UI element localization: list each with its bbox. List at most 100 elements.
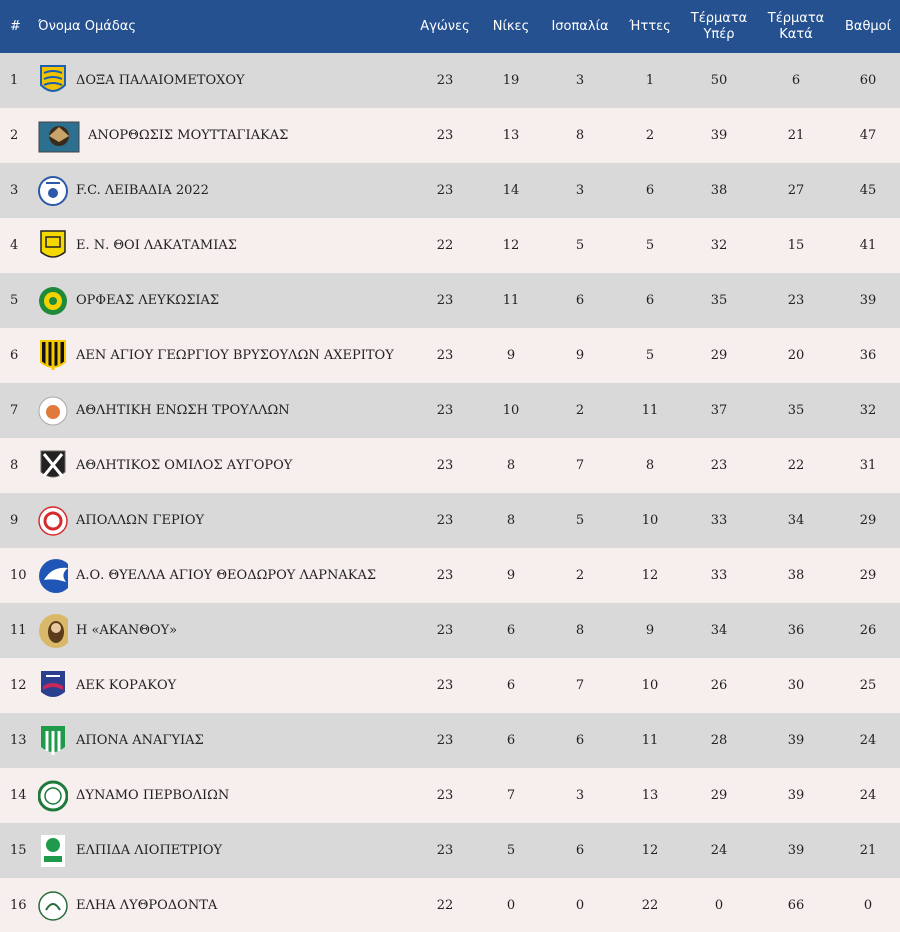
- goals-for-cell: 26: [710, 678, 728, 693]
- aek-korakou-crest-icon: [38, 668, 68, 704]
- team-name[interactable]: ΔΥΝΑΜΟ ΠΕΡΒΟΛΙΩΝ: [76, 788, 230, 803]
- team-cell: ΔΟΞΑ ΠΑΛΑΙΟΜΕΤΟΧΟΥ: [34, 53, 410, 108]
- team-name[interactable]: ΕΛΠΙΔΑ ΛΙΟΠΕΤΡΙΟΥ: [76, 843, 223, 858]
- table-row[interactable]: 6 ΑΕΝ ΑΓΙΟΥ ΓΕΩΡΓΙΟΥ ΒΡΥΣΟΥΛΩΝ ΑΧΕΡΙΤΟΥ 23…: [0, 328, 900, 383]
- draws-cell: 5: [575, 238, 585, 253]
- thoi-crest-icon: [38, 228, 68, 264]
- wins-cell: 6: [506, 733, 516, 748]
- goals-against-cell: 34: [787, 513, 805, 528]
- goals-for-cell: 23: [710, 458, 728, 473]
- wins-cell: 9: [506, 348, 516, 363]
- team-name[interactable]: Η «ΑΚΑΝΘΟΥ»: [76, 623, 178, 638]
- losses-cell: 2: [645, 128, 655, 143]
- header-team-name[interactable]: Όνομα Ομάδας: [38, 18, 136, 34]
- points-cell: 24: [859, 733, 877, 748]
- header-draws[interactable]: Ισοπαλία: [551, 18, 609, 34]
- team-cell: ΑΠΟΝΑ ΑΝΑΓΥΙΑΣ: [34, 713, 410, 768]
- team-name[interactable]: ΑΠΟΛΛΩΝ ΓΕΡΙΟΥ: [76, 513, 205, 528]
- goals-for-cell: 37: [710, 403, 728, 418]
- table-row[interactable]: 8 ΑΘΛΗΤΙΚΟΣ ΟΜΙΛΟΣ ΑΥΓΟΡΟΥ 23 8 7 8 23 22 31: [0, 438, 900, 493]
- header-played[interactable]: Αγώνες: [420, 18, 470, 34]
- team-name[interactable]: ΑΘΛΗΤΙΚΟΣ ΟΜΙΛΟΣ ΑΥΓΟΡΟΥ: [76, 458, 293, 473]
- goals-against-cell: 39: [787, 843, 805, 858]
- table-row[interactable]: 5 ΟΡΦΕΑΣ ΛΕΥΚΩΣΙΑΣ 23 11 6 6 35 23 39: [0, 273, 900, 328]
- goals-against-cell: 23: [787, 293, 805, 308]
- wins-cell: 13: [502, 128, 520, 143]
- table-row[interactable]: 13 ΑΠΟΝΑ ΑΝΑΓΥΙΑΣ 23 6 6 11 28 39 24: [0, 713, 900, 768]
- draws-cell: 7: [575, 678, 585, 693]
- rank-cell: 7: [10, 403, 19, 418]
- header-goals-against[interactable]: Τέρματα Κατά: [756, 0, 836, 53]
- played-cell: 23: [436, 183, 454, 198]
- table-row[interactable]: 15 ΕΛΠΙΔΑ ΛΙΟΠΕΤΡΙΟΥ 23 5 6 12 24 39 21: [0, 823, 900, 878]
- goals-against-cell: 21: [787, 128, 805, 143]
- avgorou-crest-icon: [38, 448, 68, 484]
- table-row[interactable]: 16 ΕΛΗΑ ΛΥΘΡΟΔΟΝΤΑ 22 0 0 22 0 66 0: [0, 878, 900, 932]
- table-row[interactable]: 7 ΑΘΛΗΤΙΚΗ ΕΝΩΣΗ ΤΡΟΥΛΛΩΝ 23 10 2 11 37 35 32: [0, 383, 900, 438]
- losses-cell: 10: [641, 678, 659, 693]
- doxa-crest-icon: [38, 63, 68, 99]
- team-cell: F.C. ΛΕΙΒΑΔΙΑ 2022: [34, 163, 410, 218]
- table-row[interactable]: 10 Α.Ο. ΘΥΕΛΛΑ ΑΓΙΟΥ ΘΕΟΔΩΡΟΥ ΛΑΡΝΑΚΑΣ 23 9…: [0, 548, 900, 603]
- team-name[interactable]: ΟΡΦΕΑΣ ΛΕΥΚΩΣΙΑΣ: [76, 293, 220, 308]
- header-goals-for[interactable]: Τέρματα Υπέρ: [682, 0, 756, 53]
- rank-cell: 11: [10, 623, 27, 638]
- rank-cell: 2: [10, 128, 19, 143]
- apona-crest-icon: [38, 723, 68, 759]
- akanthou-icon-crest: [38, 613, 68, 649]
- table-row[interactable]: 2 ΑΝΟΡΘΩΣΙΣ ΜΟΥΤΤΑΓΙΑΚΑΣ 23 13 8 2 39 21 47: [0, 108, 900, 163]
- livadia-crest-icon: [38, 173, 68, 209]
- played-cell: 23: [436, 623, 454, 638]
- team-name[interactable]: ΑΝΟΡΘΩΣΙΣ ΜΟΥΤΤΑΓΙΑΚΑΣ: [88, 128, 289, 143]
- wins-cell: 5: [506, 843, 516, 858]
- team-name[interactable]: ΑΕΚ ΚΟΡΑΚΟΥ: [76, 678, 177, 693]
- team-cell: ΑΠΟΛΛΩΝ ΓΕΡΙΟΥ: [34, 493, 410, 548]
- team-name[interactable]: ΑΘΛΗΤΙΚΗ ΕΝΩΣΗ ΤΡΟΥΛΛΩΝ: [76, 403, 290, 418]
- team-name[interactable]: ΑΠΟΝΑ ΑΝΑΓΥΙΑΣ: [76, 733, 204, 748]
- table-row[interactable]: 12 ΑΕΚ ΚΟΡΑΚΟΥ 23 6 7 10 26 30 25: [0, 658, 900, 713]
- team-name[interactable]: ΕΛΗΑ ΛΥΘΡΟΔΟΝΤΑ: [76, 898, 218, 913]
- header-rank[interactable]: #: [10, 18, 21, 34]
- table-row[interactable]: 9 ΑΠΟΛΛΩΝ ΓΕΡΙΟΥ 23 8 5 10 33 34 29: [0, 493, 900, 548]
- anorthosis-eagle-icon: [38, 118, 80, 154]
- rank-cell: 16: [10, 898, 27, 913]
- rank-cell: 12: [10, 678, 27, 693]
- table-row[interactable]: 11 Η «ΑΚΑΝΘΟΥ» 23 6 8 9 34 36 26: [0, 603, 900, 658]
- table-row[interactable]: 4 Ε. Ν. ΘΟΙ ΛΑΚΑΤΑΜΙΑΣ 22 12 5 5 32 15 41: [0, 218, 900, 273]
- wins-cell: 8: [506, 458, 516, 473]
- goals-for-cell: 33: [710, 513, 728, 528]
- wins-cell: 9: [506, 568, 516, 583]
- header-goals-for-line1: Τέρματα: [690, 10, 748, 26]
- goals-against-cell: 35: [787, 403, 805, 418]
- goals-for-cell: 50: [710, 73, 728, 88]
- losses-cell: 9: [645, 623, 655, 638]
- header-losses[interactable]: Ήττες: [629, 18, 671, 34]
- team-name[interactable]: ΑΕΝ ΑΓΙΟΥ ΓΕΩΡΓΙΟΥ ΒΡΥΣΟΥΛΩΝ ΑΧΕΡΙΤΟΥ: [76, 348, 394, 363]
- losses-cell: 11: [641, 733, 659, 748]
- draws-cell: 5: [575, 513, 585, 528]
- team-name[interactable]: Α.Ο. ΘΥΕΛΛΑ ΑΓΙΟΥ ΘΕΟΔΩΡΟΥ ΛΑΡΝΑΚΑΣ: [76, 568, 377, 583]
- team-cell: ΑΘΛΗΤΙΚΟΣ ΟΜΙΛΟΣ ΑΥΓΟΡΟΥ: [34, 438, 410, 493]
- rank-cell: 9: [10, 513, 19, 528]
- points-cell: 26: [859, 623, 877, 638]
- goals-for-cell: 38: [710, 183, 728, 198]
- team-name[interactable]: Ε. Ν. ΘΟΙ ΛΑΚΑΤΑΜΙΑΣ: [76, 238, 237, 253]
- wins-cell: 7: [506, 788, 516, 803]
- draws-cell: 2: [575, 568, 585, 583]
- table-row[interactable]: 1 ΔΟΞΑ ΠΑΛΑΙΟΜΕΤΟΧΟΥ 23 19 3 1 50 6 60: [0, 53, 900, 108]
- wins-cell: 14: [502, 183, 520, 198]
- team-name[interactable]: F.C. ΛΕΙΒΑΔΙΑ 2022: [76, 183, 209, 198]
- table-row[interactable]: 3 F.C. ΛΕΙΒΑΔΙΑ 2022 23 14 3 6 38 27 45: [0, 163, 900, 218]
- header-wins[interactable]: Νίκες: [492, 18, 530, 34]
- elia-crest-icon: [38, 888, 68, 924]
- played-cell: 22: [436, 238, 454, 253]
- team-name[interactable]: ΔΟΞΑ ΠΑΛΑΙΟΜΕΤΟΧΟΥ: [76, 73, 245, 88]
- wins-cell: 10: [502, 403, 520, 418]
- draws-cell: 6: [575, 843, 585, 858]
- rank-cell: 5: [10, 293, 19, 308]
- goals-for-cell: 0: [714, 898, 724, 913]
- rank-cell: 14: [10, 788, 27, 803]
- rank-cell: 8: [10, 458, 19, 473]
- table-row[interactable]: 14 ΔΥΝΑΜΟ ΠΕΡΒΟΛΙΩΝ 23 7 3 13 29 39 24: [0, 768, 900, 823]
- header-points[interactable]: Βαθμοί: [844, 18, 892, 34]
